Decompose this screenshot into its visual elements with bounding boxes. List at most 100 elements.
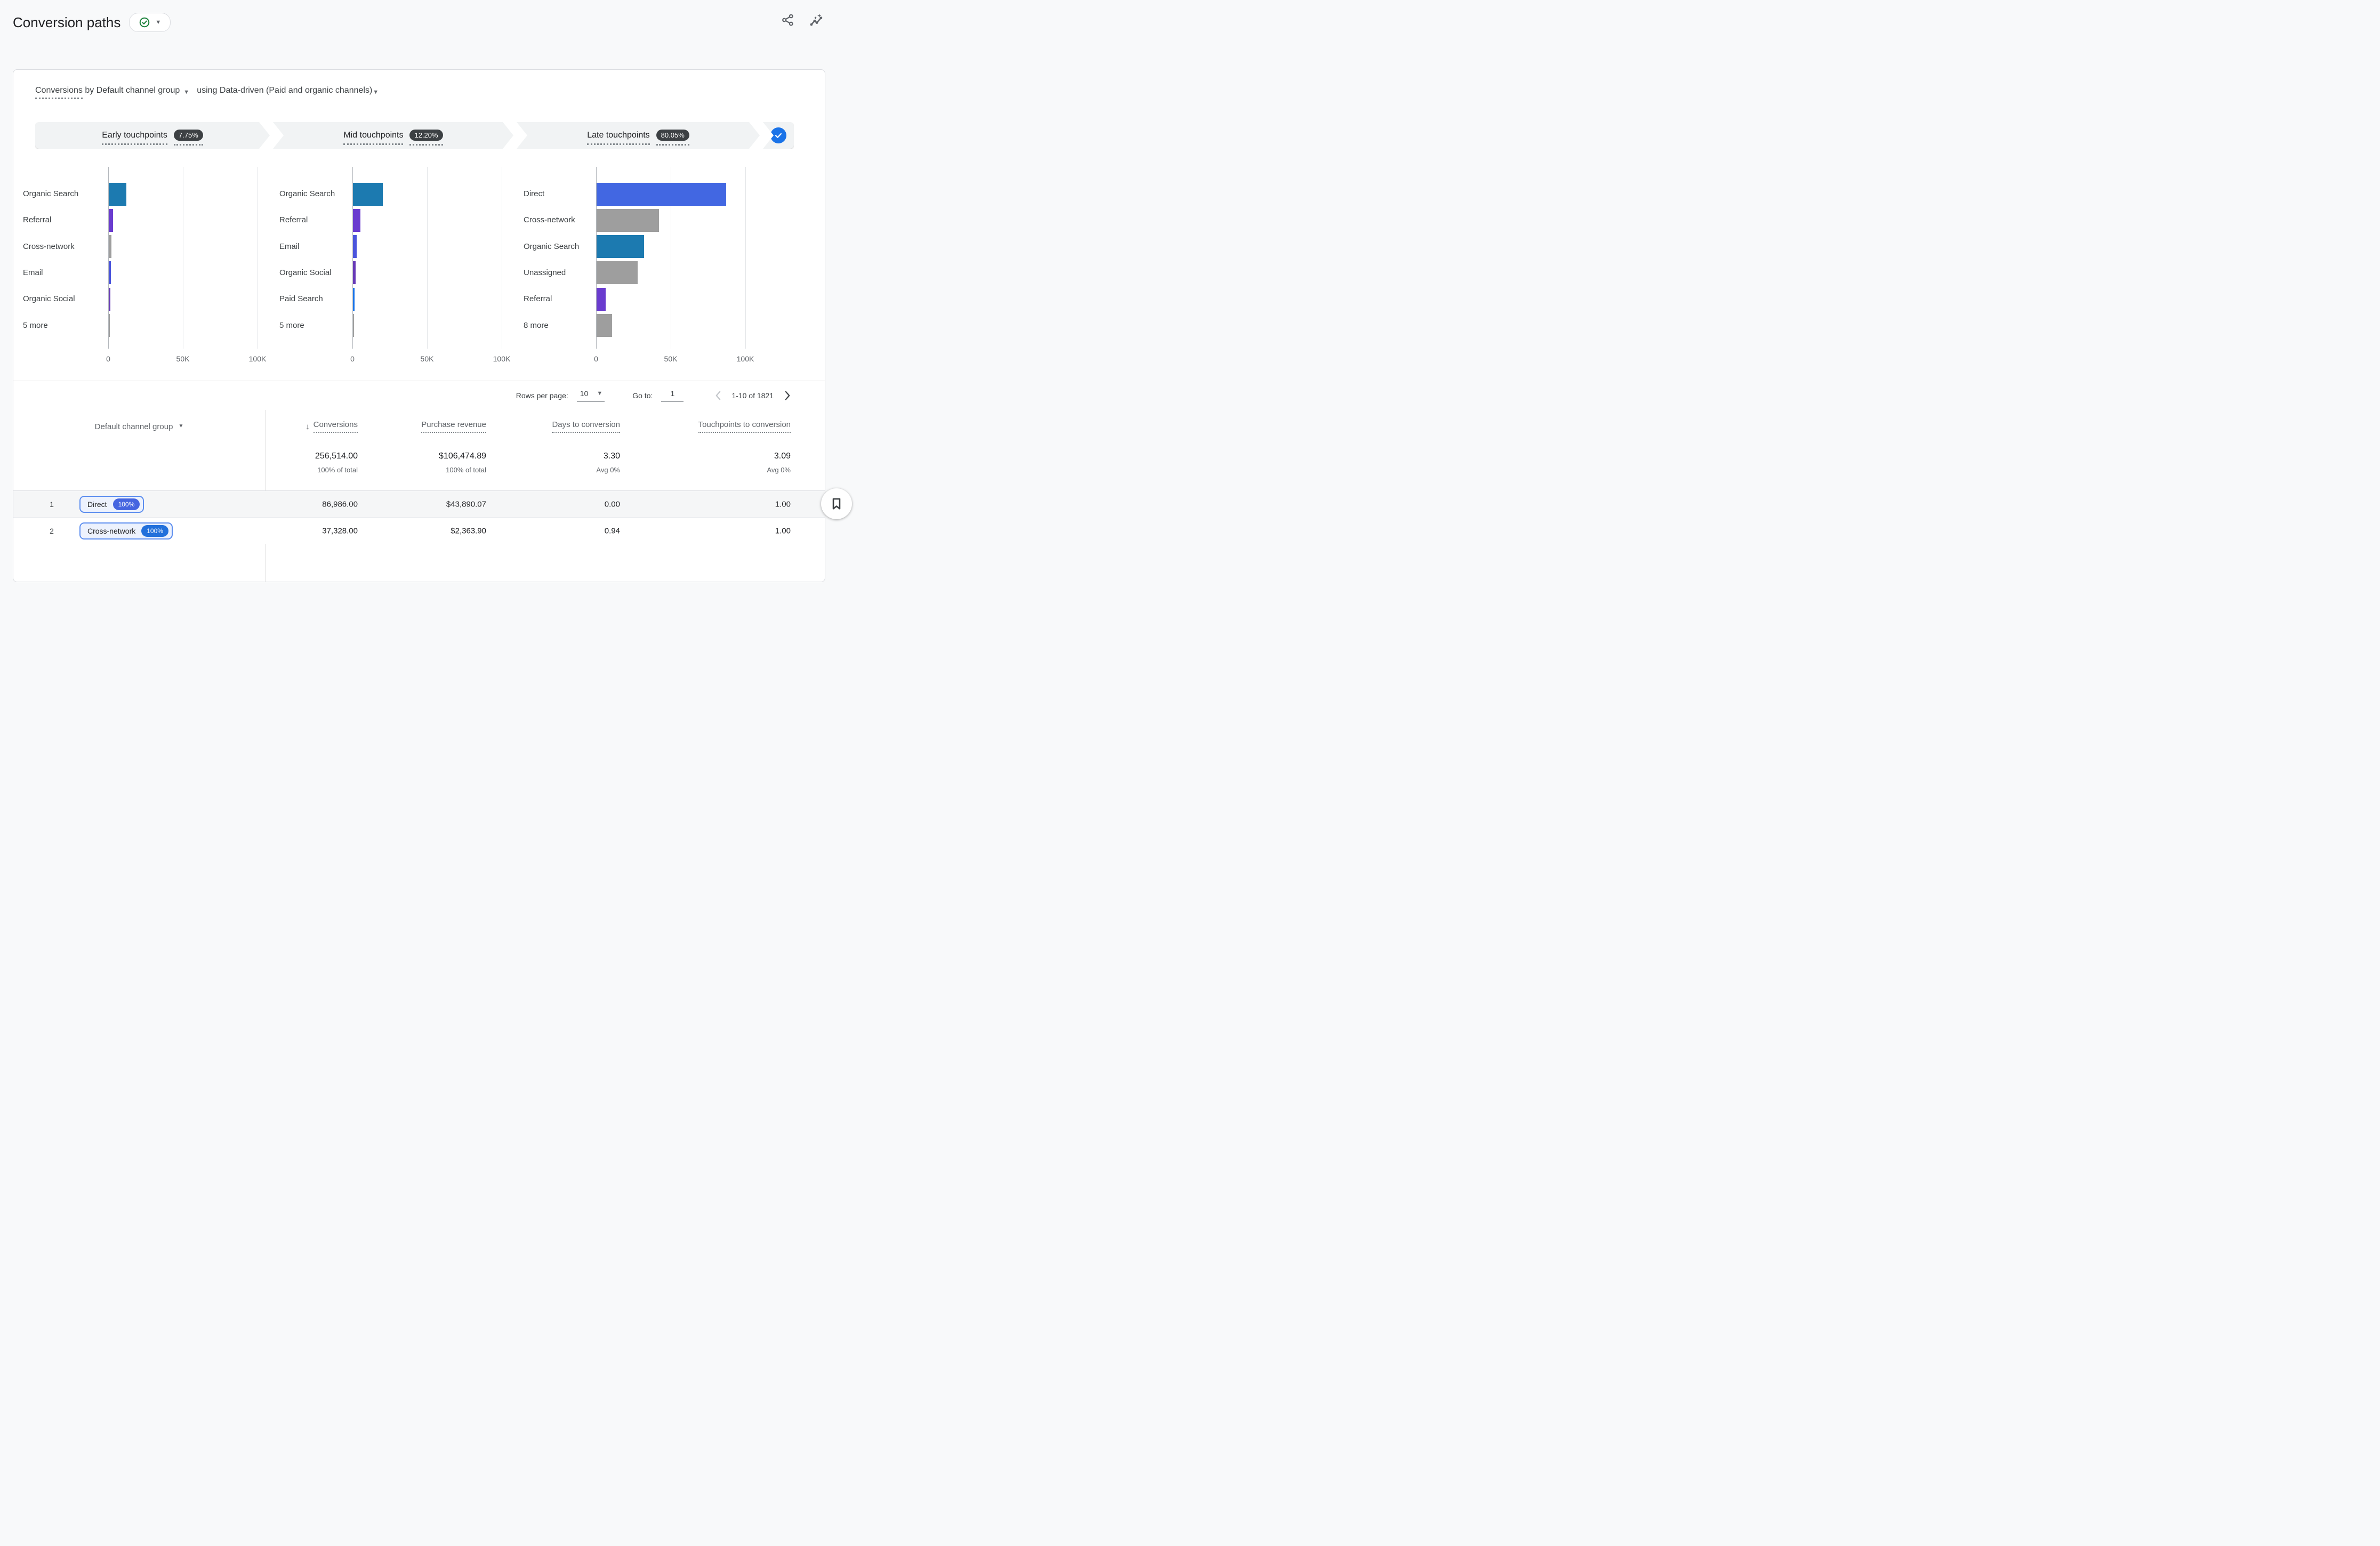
funnel-segment-content: Mid touchpoints 12.20% bbox=[343, 130, 443, 146]
funnel-segment-label: Late touchpoints bbox=[587, 131, 649, 145]
metric-value-cell: 0.00 bbox=[604, 500, 620, 509]
totals-value: $106,474.89 bbox=[439, 452, 486, 461]
column-header-conversions[interactable]: ↓ Conversions bbox=[305, 410, 358, 443]
selected-check-icon bbox=[770, 127, 786, 143]
go-to-page-input[interactable]: 1 bbox=[661, 389, 684, 402]
category-label-referral: Referral bbox=[279, 215, 308, 225]
funnel-segment-late-touchpoints[interactable]: Late touchpoints 80.05% bbox=[517, 122, 760, 149]
funnel-segment-mid-touchpoints[interactable]: Mid touchpoints 12.20% bbox=[273, 122, 513, 149]
bar-direct bbox=[597, 182, 726, 206]
dimension-header-label: Default channel group bbox=[94, 422, 173, 431]
totals-divider bbox=[13, 490, 825, 491]
category-label-organic-search: Organic Search bbox=[524, 241, 580, 251]
touchpoint-funnel: Early touchpoints 7.75% Mid touchpoints 12.… bbox=[35, 122, 794, 149]
metric-value-cell: 86,986.00 bbox=[322, 500, 358, 509]
x-tick-label: 0 bbox=[350, 355, 355, 363]
funnel-segment-selected[interactable] bbox=[763, 122, 794, 149]
funnel-percent-wrap: 7.75% bbox=[174, 130, 203, 146]
attribution-model-selector[interactable]: using Data-driven (Paid and organic chan… bbox=[197, 86, 373, 95]
bookmark-fab[interactable] bbox=[821, 488, 852, 519]
metric-value-cell: 37,328.00 bbox=[322, 526, 358, 535]
x-tick-label: 100K bbox=[493, 355, 511, 363]
rows-per-page-label: Rows per page: bbox=[516, 391, 568, 400]
category-label-direct: Direct bbox=[524, 189, 545, 198]
metric-header-label: Purchase revenue bbox=[421, 420, 486, 433]
top-bar: Conversion paths ▼ bbox=[13, 12, 823, 33]
insights-button[interactable] bbox=[809, 13, 823, 27]
totals-subtext: 100% of total bbox=[446, 466, 486, 474]
bar-organic-search bbox=[597, 235, 645, 259]
totals-value: 3.09 bbox=[774, 452, 791, 461]
sort-descending-icon: ↓ bbox=[305, 422, 310, 431]
bar-chart-late-touchpoints: 0 50K 100K Direct Cross-network Organic Searc… bbox=[524, 167, 772, 369]
row-separator bbox=[13, 517, 825, 518]
funnel-segment-content: Late touchpoints 80.05% bbox=[587, 130, 689, 146]
totals-cell: 3.30 Avg 0% bbox=[596, 452, 620, 474]
rows-per-page-value: 10 bbox=[580, 389, 589, 398]
chevron-down-icon: ▼ bbox=[178, 423, 184, 429]
funnel-percent-badge: 12.20% bbox=[409, 130, 443, 141]
bar-email bbox=[353, 235, 357, 259]
axis-zero-line bbox=[352, 167, 353, 349]
bar-chart-early-touchpoints: 0 50K 100K Organic Search Referral Cross-netw… bbox=[23, 167, 284, 369]
totals-subtext: 100% of total bbox=[317, 466, 358, 474]
category-label-unassigned: Unassigned bbox=[524, 268, 566, 277]
bar-5-more bbox=[109, 314, 110, 337]
share-icon bbox=[781, 13, 794, 27]
table-row: 2 Cross-network 100% 37,328.00 $2,363.90 0.94… bbox=[13, 518, 825, 544]
metric-value-cell: $43,890.07 bbox=[446, 500, 486, 509]
bar-chart-mid-touchpoints: 0 50K 100K Organic Search Referral Email Organ… bbox=[279, 167, 528, 369]
funnel-segment-early-touchpoints[interactable]: Early touchpoints 7.75% bbox=[35, 122, 270, 149]
funnel-percent-wrap: 12.20% bbox=[409, 130, 443, 146]
bar-cross-network bbox=[109, 235, 111, 259]
metric-selector[interactable]: Conversions bbox=[35, 86, 83, 99]
bar-8-more bbox=[597, 314, 613, 337]
bar-referral bbox=[109, 208, 113, 232]
column-header-default-channel-group[interactable]: Default channel group ▼ bbox=[13, 410, 265, 443]
axis-zero-line bbox=[108, 167, 109, 349]
category-label-cross-network: Cross-network bbox=[23, 241, 75, 251]
axis-zero-line bbox=[596, 167, 597, 349]
bar-organic-social bbox=[109, 287, 110, 311]
category-label-8-more: 8 more bbox=[524, 320, 549, 330]
row-index: 1 bbox=[50, 500, 54, 509]
next-page-button[interactable] bbox=[781, 389, 794, 402]
funnel-percent-badge: 80.05% bbox=[656, 130, 689, 141]
totals-value: 3.30 bbox=[603, 452, 620, 461]
channel-chip-label: Direct bbox=[87, 500, 107, 509]
x-tick-label: 50K bbox=[664, 355, 678, 363]
totals-cell: 3.09 Avg 0% bbox=[767, 452, 791, 474]
check-circle-icon bbox=[139, 17, 150, 28]
channel-percent-badge: 100% bbox=[141, 525, 168, 537]
row-index: 2 bbox=[50, 526, 54, 535]
bar-unassigned bbox=[597, 261, 638, 285]
rows-per-page-select[interactable]: 10 ▼ bbox=[576, 389, 605, 402]
column-header-days-to-conversion[interactable]: Days to conversion bbox=[552, 410, 620, 443]
metric-value-cell: 1.00 bbox=[775, 526, 791, 535]
dimension-selector[interactable]: by Default channel group bbox=[85, 86, 180, 95]
bar-organic-search bbox=[109, 182, 126, 206]
bar-referral bbox=[353, 208, 360, 232]
report-status-dropdown[interactable]: ▼ bbox=[129, 13, 171, 32]
totals-subtext: Avg 0% bbox=[767, 466, 791, 474]
bar-paid-search bbox=[353, 287, 355, 311]
metric-header-label: Days to conversion bbox=[552, 420, 620, 433]
previous-page-button[interactable] bbox=[711, 389, 724, 402]
metric-header-label: Conversions bbox=[313, 420, 358, 433]
column-header-touchpoints-to-conversion[interactable]: Touchpoints to conversion bbox=[698, 410, 791, 443]
x-tick-label: 50K bbox=[420, 355, 434, 363]
column-header-purchase-revenue[interactable]: Purchase revenue bbox=[421, 410, 486, 443]
metric-value-cell: 0.94 bbox=[604, 526, 620, 535]
report-dimension-line: Conversions by Default channel group ▼ u… bbox=[35, 86, 379, 99]
bar-organic-social bbox=[353, 261, 356, 285]
funnel-segment-label: Mid touchpoints bbox=[343, 131, 403, 145]
bar-cross-network bbox=[597, 208, 660, 232]
x-tick-label: 0 bbox=[106, 355, 110, 363]
metric-value-cell: $2,363.90 bbox=[451, 526, 486, 535]
totals-subtext: Avg 0% bbox=[596, 466, 620, 474]
category-label-organic-search: Organic Search bbox=[279, 189, 335, 198]
pagination-range: 1-10 of 1821 bbox=[731, 391, 774, 400]
bar-5-more bbox=[353, 314, 355, 337]
share-button[interactable] bbox=[781, 13, 794, 27]
category-label-email: Email bbox=[23, 268, 43, 277]
